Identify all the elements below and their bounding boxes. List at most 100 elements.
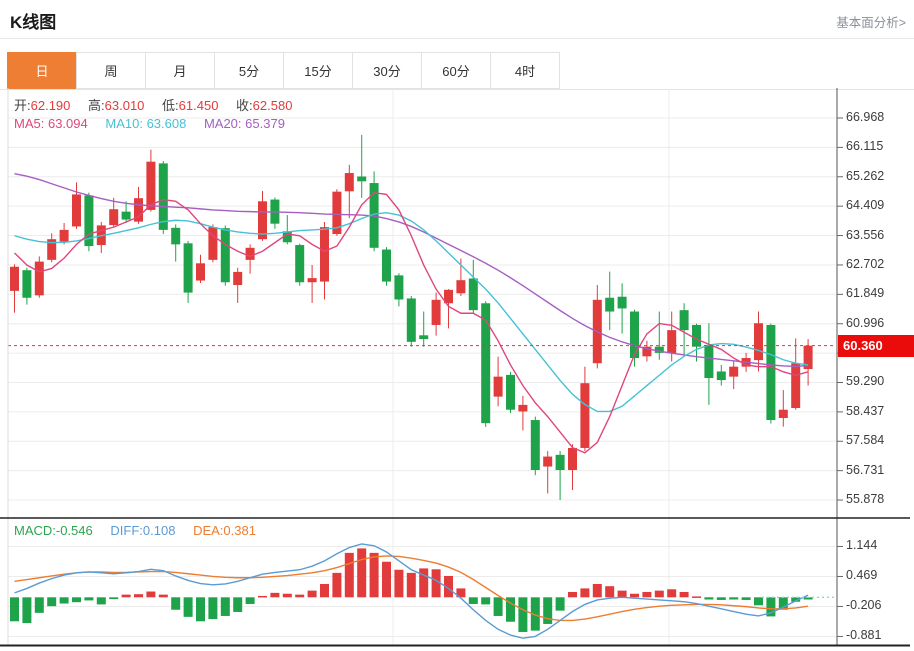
- macd-hist-bar: [617, 590, 627, 598]
- price-tick-label: 63.556: [846, 227, 885, 242]
- macd-hist-bar: [34, 597, 44, 613]
- candle-body-down: [419, 335, 429, 340]
- macd-hist-bar: [729, 597, 739, 600]
- macd-hist-bar: [171, 597, 181, 610]
- macd-hist-bar: [245, 597, 255, 604]
- candle-body-up: [518, 404, 528, 412]
- candle-body-up: [332, 191, 342, 235]
- candle-body-down: [654, 346, 664, 353]
- candle-body-up: [258, 201, 267, 240]
- price-tick-label: 64.409: [846, 198, 885, 213]
- candle-body-down: [605, 297, 615, 312]
- macd-hist-bar: [307, 590, 317, 598]
- macd-hist-bar: [444, 575, 453, 598]
- candle-body-up: [444, 289, 453, 304]
- tab-周[interactable]: 周: [76, 52, 146, 89]
- price-tick-label: 66.968: [846, 110, 885, 124]
- candle-body-up: [72, 194, 81, 227]
- macd-tick-label: 1.144: [846, 538, 878, 553]
- macd-hist-bar: [332, 572, 342, 598]
- price-tick-label: 57.584: [846, 433, 885, 448]
- candle-body-up: [196, 263, 205, 281]
- macd-hist-bar: [481, 597, 491, 605]
- candle-body-down: [84, 195, 94, 247]
- macd-row: MACD:-0.546 DIFF:0.108 DEA:0.381: [14, 523, 256, 538]
- high-value: 63.010: [104, 98, 145, 113]
- tab-4时[interactable]: 4时: [490, 52, 560, 89]
- macd-hist-bar: [543, 597, 553, 624]
- candle-body-down: [121, 211, 131, 220]
- candle-body-up: [754, 323, 763, 361]
- macd-hist-bar: [704, 597, 714, 600]
- ohlc-row: 开:62.190 高:63.010 低:61.450 收:62.580: [14, 95, 292, 114]
- low-label: 低:: [162, 98, 179, 113]
- macd-hist-bar: [96, 597, 106, 605]
- candle-body-down: [692, 324, 701, 347]
- macd-hist-bar: [72, 597, 81, 603]
- tab-月[interactable]: 月: [145, 52, 215, 89]
- candle-body-down: [766, 324, 776, 421]
- tab-5分[interactable]: 5分: [214, 52, 284, 89]
- price-tick-label: 60.996: [846, 315, 885, 330]
- macd-hist-bar: [778, 597, 788, 610]
- candle-body-up: [729, 366, 739, 377]
- macd-hist-bar: [22, 597, 32, 624]
- price-tick-label: 62.702: [846, 256, 885, 271]
- ma10-label: MA10:: [105, 116, 143, 131]
- title-divider: [0, 38, 914, 39]
- candle-body-up: [233, 271, 243, 286]
- candle-body-up: [580, 383, 590, 448]
- open-value: 62.190: [30, 98, 71, 113]
- macd-hist-bar: [791, 597, 801, 602]
- candle-body-down: [22, 270, 32, 298]
- ma5-line: [14, 191, 809, 454]
- ma10-value: 63.608: [146, 116, 187, 131]
- macd-tick-label: -0.206: [846, 598, 882, 613]
- macd-hist-bar: [679, 591, 689, 598]
- candle-body-up: [493, 376, 503, 397]
- macd-hist-bar: [183, 597, 193, 617]
- candle-body-down: [171, 227, 181, 245]
- ma20-label: MA20:: [203, 116, 242, 131]
- macd-hist-bar: [344, 552, 354, 598]
- macd-hist-bar: [506, 597, 515, 622]
- macd-hist-bar: [741, 597, 751, 600]
- page-title: K线图: [10, 13, 57, 32]
- price-tick-label: 61.849: [846, 286, 885, 301]
- tab-日[interactable]: 日: [7, 52, 77, 89]
- fundamental-analysis-link[interactable]: 基本面分析>: [836, 16, 906, 30]
- macd-hist-bar: [233, 597, 243, 612]
- ma5-label: MA5:: [14, 116, 45, 131]
- candle-body-down: [394, 275, 404, 300]
- candle-body-down: [555, 454, 565, 470]
- ma5-value: 63.094: [47, 116, 88, 131]
- macd-hist-bar: [406, 572, 416, 598]
- open-label: 开:: [14, 98, 31, 113]
- macd-hist-bar: [121, 594, 131, 598]
- macd-hist-bar: [295, 594, 305, 598]
- macd-hist-bar: [605, 586, 615, 598]
- macd-hist-bar: [196, 597, 205, 622]
- candle-body-up: [791, 363, 801, 408]
- candle-body-up: [10, 266, 19, 291]
- price-tick-label: 59.290: [846, 374, 885, 389]
- tab-15分[interactable]: 15分: [283, 52, 353, 89]
- candle-body-up: [803, 345, 813, 370]
- macd-hist-bar: [158, 594, 168, 598]
- macd-hist-bar: [84, 597, 94, 601]
- tab-60分[interactable]: 60分: [421, 52, 491, 89]
- macd-hist-bar: [394, 569, 404, 598]
- macd-hist-bar: [146, 591, 156, 598]
- ma-row: MA5: 63.094 MA10: 63.608 MA20: 65.379: [14, 116, 285, 131]
- price-tick-label: 66.115: [846, 139, 884, 154]
- macd-hist-bar: [592, 583, 602, 598]
- macd-hist-bar: [580, 588, 590, 598]
- macd-hist-bar: [468, 597, 478, 604]
- macd-hist-bar: [530, 597, 540, 631]
- price-tick-label: 65.262: [846, 168, 885, 183]
- candle-body-up: [208, 227, 218, 260]
- candle-body-down: [679, 310, 689, 331]
- close-label: 收:: [236, 98, 253, 113]
- tab-30分[interactable]: 30分: [352, 52, 422, 89]
